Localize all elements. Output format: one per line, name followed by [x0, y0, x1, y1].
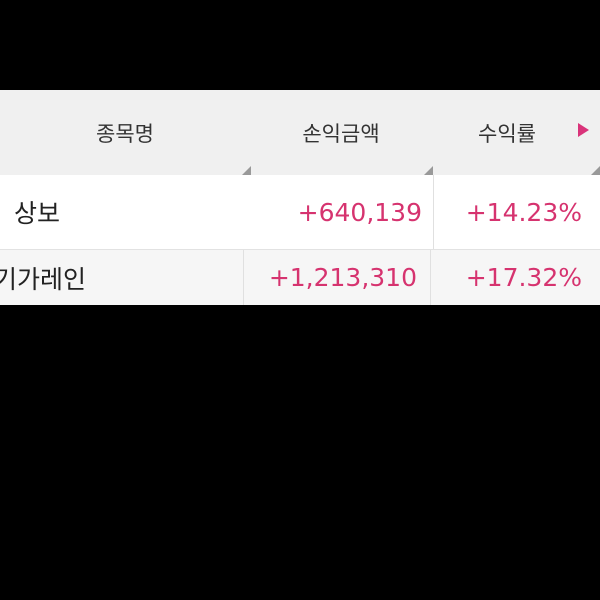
holdings-table: 종목명 손익금액 수익률 상보 +640,139 +14.23% 기가레인 +1… [0, 90, 600, 305]
triangle-right-icon[interactable] [578, 123, 589, 137]
pnl-amount: +640,139 [297, 197, 422, 227]
resize-handle-icon [424, 166, 433, 175]
column-divider [430, 250, 431, 305]
column-divider [243, 250, 244, 305]
return-rate: +14.23% [465, 197, 582, 227]
table-row[interactable]: 기가레인 +1,213,310 +17.32% [0, 250, 600, 305]
pnl-amount: +1,213,310 [268, 263, 417, 292]
return-rate: +17.32% [465, 263, 582, 292]
column-header-name[interactable]: 종목명 [96, 121, 154, 146]
stock-name: 기가레인 [0, 264, 87, 294]
stock-name: 상보 [14, 199, 61, 228]
column-divider [433, 175, 434, 249]
resize-handle-icon [591, 166, 600, 175]
column-header-rate[interactable]: 수익률 [478, 121, 536, 146]
table-row[interactable]: 상보 +640,139 +14.23% [0, 175, 600, 250]
column-header-pnl[interactable]: 손익금액 [302, 121, 380, 146]
resize-handle-icon [242, 166, 251, 175]
table-header: 종목명 손익금액 수익률 [0, 90, 600, 175]
